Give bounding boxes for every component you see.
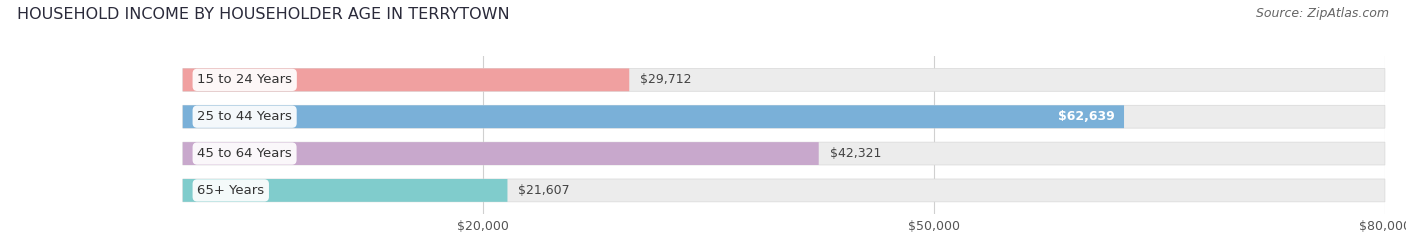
FancyBboxPatch shape: [183, 179, 508, 202]
Text: $42,321: $42,321: [830, 147, 882, 160]
FancyBboxPatch shape: [183, 69, 1385, 91]
Text: 45 to 64 Years: 45 to 64 Years: [197, 147, 292, 160]
FancyBboxPatch shape: [183, 179, 1385, 202]
FancyBboxPatch shape: [183, 105, 1385, 128]
Text: HOUSEHOLD INCOME BY HOUSEHOLDER AGE IN TERRYTOWN: HOUSEHOLD INCOME BY HOUSEHOLDER AGE IN T…: [17, 7, 509, 22]
Text: $62,639: $62,639: [1057, 110, 1115, 123]
FancyBboxPatch shape: [183, 142, 818, 165]
Text: $29,712: $29,712: [640, 73, 692, 86]
FancyBboxPatch shape: [183, 142, 1385, 165]
Text: Source: ZipAtlas.com: Source: ZipAtlas.com: [1256, 7, 1389, 20]
Text: 65+ Years: 65+ Years: [197, 184, 264, 197]
Text: 25 to 44 Years: 25 to 44 Years: [197, 110, 292, 123]
FancyBboxPatch shape: [183, 69, 630, 91]
FancyBboxPatch shape: [183, 105, 1123, 128]
Text: 15 to 24 Years: 15 to 24 Years: [197, 73, 292, 86]
Text: $21,607: $21,607: [519, 184, 569, 197]
